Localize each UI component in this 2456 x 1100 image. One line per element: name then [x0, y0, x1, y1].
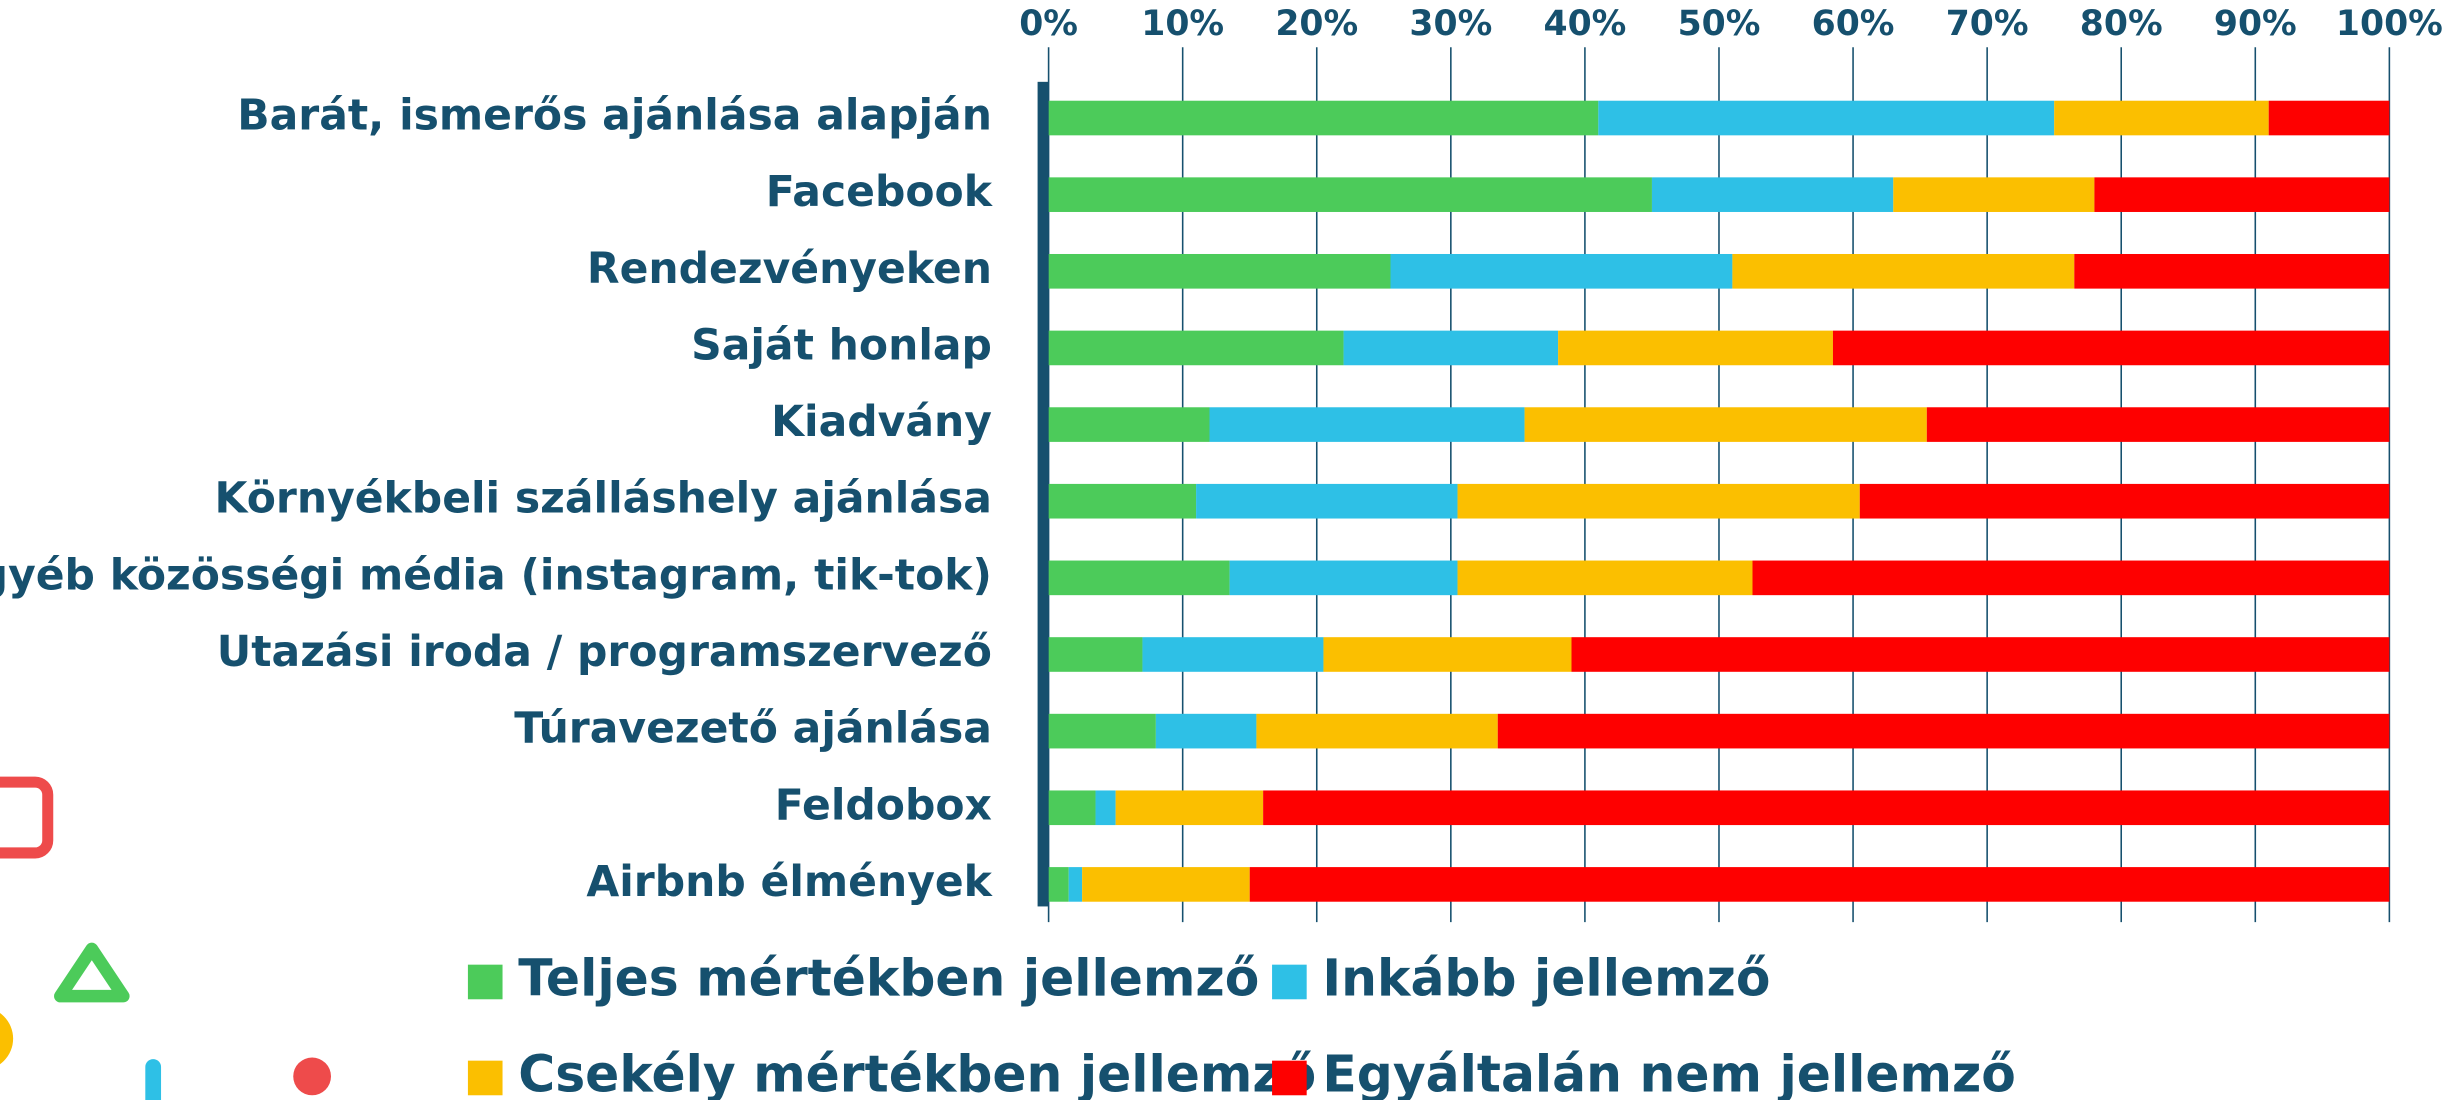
- decor-dot: [293, 1057, 332, 1096]
- bar-segment: [1752, 560, 2390, 596]
- legend-label: Inkább jellemző: [1322, 948, 1770, 1007]
- axis-line: [1037, 81, 1049, 907]
- decor-triangle: [54, 942, 130, 1003]
- bar-segment: [1068, 867, 1083, 902]
- bar-segment: [1893, 177, 2095, 212]
- x-tick-label: 90%: [2214, 4, 2297, 44]
- legend-swatch: [467, 1060, 503, 1096]
- bar-segment: [1142, 637, 1324, 672]
- bar-segment: [1048, 100, 1599, 136]
- bar-segment: [1155, 713, 1257, 749]
- x-tick-label: 50%: [1678, 4, 1761, 44]
- decor-circle: [0, 1013, 14, 1065]
- bar-segment: [1343, 330, 1559, 366]
- bar-segment: [1263, 790, 2390, 826]
- bar-segment: [1229, 560, 1458, 596]
- x-tick-label: 20%: [1275, 4, 1358, 44]
- bar-segment: [1209, 407, 1525, 442]
- bar-segment: [1497, 713, 2390, 749]
- bar-segment: [1249, 867, 2390, 902]
- legend-label: Teljes mértékben jellemző: [518, 948, 1259, 1007]
- bar-segment: [1048, 177, 1652, 212]
- bar-segment: [1832, 330, 2390, 366]
- legend-swatch: [1272, 1060, 1307, 1096]
- bar-segment: [1651, 177, 1894, 212]
- bar-segment: [1048, 560, 1230, 596]
- bar-segment: [1115, 790, 1264, 826]
- bar-segment: [2268, 100, 2390, 136]
- bar-segment: [2054, 100, 2269, 136]
- bar-segment: [1048, 253, 1391, 289]
- bar-segment: [1082, 867, 1250, 902]
- bar-segment: [2074, 253, 2390, 289]
- bar-segment: [1256, 713, 1498, 749]
- bar-segment: [1571, 637, 2390, 672]
- legend-swatch: [1272, 964, 1307, 1000]
- y-tick-label: Rendezvényeken: [587, 245, 992, 294]
- y-tick-label: Saját honlap: [691, 321, 992, 370]
- legend-label: Egyáltalán nem jellemző: [1322, 1044, 2015, 1100]
- bar-segment: [1558, 330, 1833, 366]
- y-tick-label: Airbnb élmények: [586, 858, 993, 907]
- bar-segment: [1926, 407, 2390, 442]
- bar-segment: [1048, 867, 1069, 902]
- bar-segment: [1732, 253, 2075, 289]
- decor-square: [0, 776, 54, 859]
- x-tick-label: 0%: [1019, 4, 1078, 44]
- x-tick-label: 70%: [1946, 4, 2029, 44]
- x-tick-label: 10%: [1141, 4, 1224, 44]
- bar-segment: [1048, 483, 1197, 519]
- bar-segment: [1048, 790, 1096, 826]
- y-tick-label: Utazási iroda / programszervező: [217, 628, 992, 677]
- y-tick-label: Túravezető ajánlása: [514, 705, 992, 754]
- bar-segment: [1457, 483, 1860, 519]
- legend-label: Csekély mértékben jellemző: [518, 1044, 1316, 1100]
- y-tick-label: Kiadvány: [771, 398, 992, 447]
- bar-segment: [1095, 790, 1116, 826]
- y-tick-label: Környékbeli szálláshely ajánlása: [215, 475, 992, 524]
- x-tick-label: 100%: [2336, 4, 2443, 44]
- bar-segment: [1048, 713, 1156, 749]
- x-tick-label: 30%: [1409, 4, 1492, 44]
- bar-segment: [1048, 407, 1210, 442]
- bar-segment: [2094, 177, 2390, 212]
- x-tick-label: 80%: [2080, 4, 2163, 44]
- bar-segment: [1196, 483, 1458, 519]
- y-tick-label: Barát, ismerős ajánlása alapján: [237, 92, 992, 141]
- x-tick-label: 60%: [1812, 4, 1895, 44]
- y-tick-label: Feldobox: [775, 781, 992, 830]
- y-tick-label: Facebook: [766, 168, 994, 217]
- legend-swatch: [467, 964, 503, 1000]
- bar-segment: [1323, 637, 1572, 672]
- bar-segment: [1859, 483, 2390, 519]
- bar-segment: [1457, 560, 1753, 596]
- bar-segment: [1598, 100, 2055, 136]
- bar-segment: [1524, 407, 1927, 442]
- bar-segment: [1048, 330, 1344, 366]
- x-tick-label: 40%: [1543, 4, 1626, 44]
- y-tick-label: Egyéb közösségi média (instagram, tik-to…: [0, 551, 992, 600]
- bar-segment: [1048, 637, 1143, 672]
- bar-segment: [1390, 253, 1733, 289]
